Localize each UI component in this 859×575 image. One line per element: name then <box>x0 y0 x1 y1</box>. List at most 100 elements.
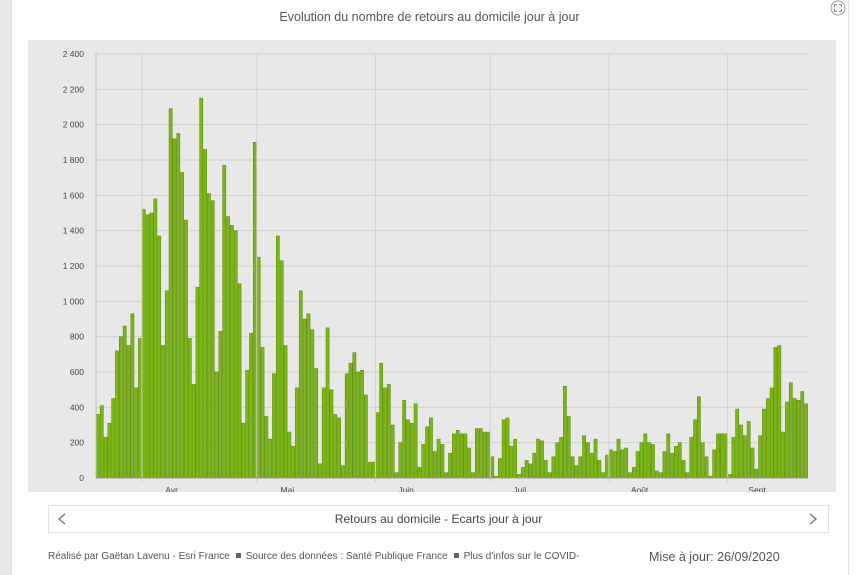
bar <box>333 414 338 479</box>
bar <box>727 474 732 479</box>
y-tick-label: 2 200 <box>63 84 85 94</box>
bar <box>398 442 403 479</box>
bar <box>425 426 429 479</box>
bar <box>191 384 196 479</box>
bar <box>409 422 414 479</box>
bar <box>509 445 514 479</box>
bar <box>107 422 112 479</box>
author-credit: Réalisé par Gaëtan Lavenu - Esri France <box>48 551 230 562</box>
y-tick-label: 1 400 <box>63 226 85 236</box>
bar <box>570 456 575 479</box>
bar <box>184 219 188 479</box>
bar <box>195 286 200 479</box>
y-tick-label: 800 <box>70 332 84 342</box>
bar <box>283 345 288 479</box>
bar <box>448 453 452 479</box>
bar <box>723 433 728 479</box>
bar <box>762 408 766 479</box>
bar <box>677 442 682 479</box>
bar <box>735 408 740 479</box>
bar <box>475 428 479 479</box>
bar <box>325 327 330 479</box>
bar <box>272 373 276 479</box>
bar <box>96 414 100 479</box>
bar <box>134 387 139 479</box>
bar <box>471 472 475 479</box>
bar <box>620 449 625 479</box>
bar <box>187 338 192 479</box>
bar <box>298 290 303 479</box>
bar <box>115 350 119 479</box>
bar <box>172 138 177 479</box>
bar <box>440 444 445 479</box>
bar <box>268 438 273 479</box>
bar <box>785 401 789 479</box>
bar <box>635 451 640 479</box>
bar <box>582 435 586 479</box>
bar <box>681 460 686 479</box>
bar <box>452 433 456 479</box>
bar <box>555 442 560 479</box>
bar <box>145 214 150 479</box>
chart-title: Evolution du nombre de retours au domici… <box>279 10 580 24</box>
bar <box>375 412 380 479</box>
bar <box>341 465 345 479</box>
bar <box>647 442 652 479</box>
bar <box>386 384 391 479</box>
bar <box>651 444 655 479</box>
more-info-link[interactable]: Plus d'infos sur le COVID- <box>463 551 580 562</box>
bar <box>241 422 246 479</box>
bar <box>249 332 253 479</box>
bar <box>616 438 621 479</box>
bar <box>731 437 736 479</box>
bar <box>624 447 629 479</box>
x-tick-label: Avr. <box>165 485 180 492</box>
bar <box>119 336 123 479</box>
bar <box>781 431 785 479</box>
bar <box>161 345 165 479</box>
bar <box>417 467 422 479</box>
bar <box>685 472 690 479</box>
bar <box>739 424 743 479</box>
y-tick-label: 0 <box>79 473 84 483</box>
bar <box>432 451 437 479</box>
bar <box>777 345 782 479</box>
bar <box>566 415 571 479</box>
right-edge-panel <box>848 0 859 575</box>
chart-selector-label: Retours au domicile - Ecarts jour à jour <box>334 512 543 526</box>
x-tick-label: Sept. <box>748 485 768 492</box>
bar <box>306 313 311 479</box>
bar <box>689 437 694 479</box>
expand-icon[interactable] <box>829 0 847 16</box>
bar <box>122 325 127 479</box>
bar <box>367 461 372 479</box>
bar <box>697 396 701 479</box>
bar <box>103 437 108 479</box>
bar <box>563 385 567 479</box>
bar <box>459 433 464 479</box>
bar <box>344 373 349 479</box>
bar <box>528 463 533 479</box>
bar <box>720 433 724 479</box>
previous-chart-arrow-icon[interactable] <box>55 512 69 526</box>
bar <box>788 382 793 479</box>
bar <box>275 235 280 479</box>
bar <box>804 403 808 479</box>
next-chart-arrow-icon[interactable] <box>806 512 820 526</box>
bar <box>111 398 116 479</box>
bar <box>233 230 238 479</box>
bar <box>578 456 583 479</box>
bar <box>742 435 747 479</box>
bar <box>532 453 537 479</box>
bar <box>497 458 502 479</box>
bar <box>126 345 131 479</box>
bar <box>463 433 468 479</box>
bar <box>631 467 636 479</box>
bar <box>260 347 265 479</box>
bar <box>769 387 774 479</box>
credits-footer: Réalisé par Gaëtan Lavenu - Esri France S… <box>48 551 579 562</box>
bar <box>321 387 326 479</box>
bar <box>670 453 674 479</box>
bar <box>168 108 173 479</box>
bar <box>589 453 594 479</box>
